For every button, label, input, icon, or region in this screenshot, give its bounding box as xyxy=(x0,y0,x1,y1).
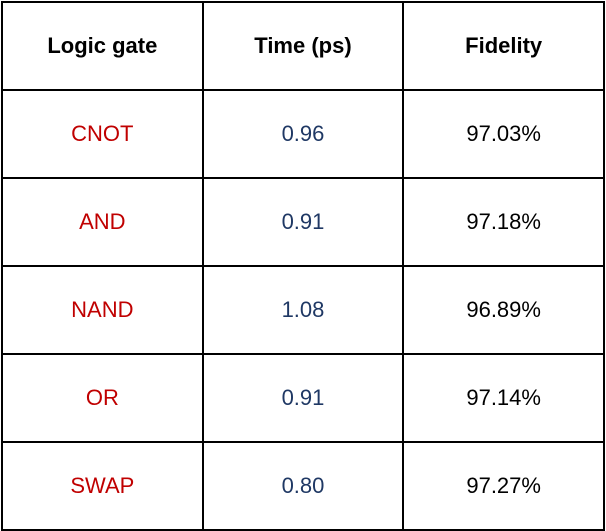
table-header: Logic gate Time (ps) Fidelity xyxy=(1,1,605,91)
table-cell: 97.27% xyxy=(402,441,605,531)
header-cell: Time (ps) xyxy=(201,1,405,91)
table-cell: SWAP xyxy=(1,441,204,531)
table-cell: CNOT xyxy=(1,89,204,179)
table-row: AND 0.91 97.18% xyxy=(1,177,605,267)
table-cell: 0.91 xyxy=(201,353,405,443)
table-cell: 97.14% xyxy=(402,353,605,443)
table-cell: 0.96 xyxy=(201,89,405,179)
table-cell: AND xyxy=(1,177,204,267)
table-row: CNOT 0.96 97.03% xyxy=(1,89,605,179)
table-body: CNOT 0.96 97.03% AND 0.91 97.18% NAND 1.08 96.89… xyxy=(1,89,605,531)
table-cell: 1.08 xyxy=(201,265,405,355)
table-cell: 96.89% xyxy=(402,265,605,355)
table-row: OR 0.91 97.14% xyxy=(1,353,605,443)
table-row: NAND 1.08 96.89% xyxy=(1,265,605,355)
table-row: SWAP 0.80 97.27% xyxy=(1,441,605,531)
table-cell: 97.18% xyxy=(402,177,605,267)
table-cell: 97.03% xyxy=(402,89,605,179)
table-cell: NAND xyxy=(1,265,204,355)
header-cell: Fidelity xyxy=(402,1,605,91)
table-cell: 0.91 xyxy=(201,177,405,267)
header-cell: Logic gate xyxy=(1,1,204,91)
table-cell: 0.80 xyxy=(201,441,405,531)
header-row: Logic gate Time (ps) Fidelity xyxy=(1,1,605,91)
table-cell: OR xyxy=(1,353,204,443)
